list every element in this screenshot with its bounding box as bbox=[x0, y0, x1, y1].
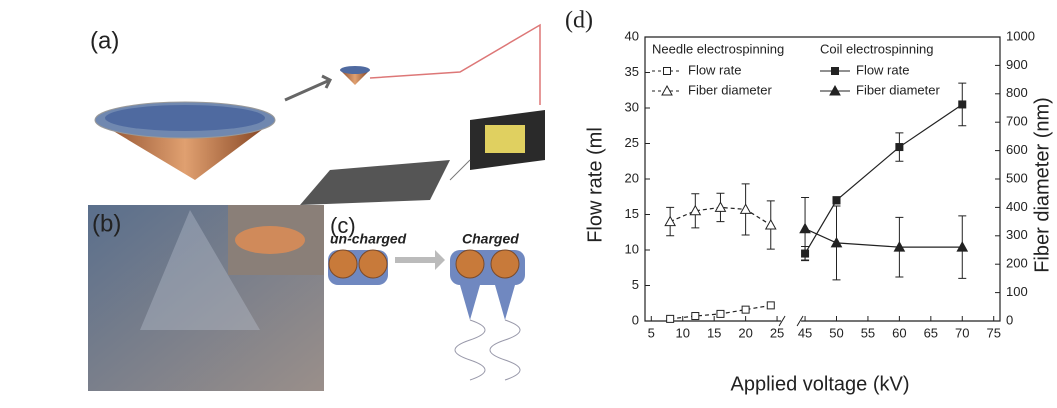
y-tick-label: 10 bbox=[625, 241, 639, 256]
y2-tick-label: 200 bbox=[1006, 256, 1028, 271]
marker bbox=[666, 314, 675, 323]
y-tick-label: 20 bbox=[625, 170, 639, 185]
y2-tick-label: 400 bbox=[1006, 199, 1028, 214]
marker bbox=[799, 222, 811, 234]
y-axis-title: Flow rate (ml bbox=[584, 127, 606, 243]
annotation: Charged bbox=[462, 231, 519, 247]
y-tick-label: 15 bbox=[625, 206, 639, 221]
marker bbox=[663, 67, 671, 75]
panel-label: (a) bbox=[90, 27, 119, 54]
axis-frame bbox=[644, 36, 1001, 322]
x-tick-label: 20 bbox=[738, 325, 752, 340]
x-tick-label: 55 bbox=[861, 325, 875, 340]
marker bbox=[956, 241, 969, 252]
axis-break bbox=[781, 315, 802, 327]
y2-tick-label: 900 bbox=[1006, 57, 1028, 72]
illustration-b bbox=[88, 205, 324, 391]
marker bbox=[958, 100, 967, 109]
panel-label: (b) bbox=[92, 210, 121, 237]
illustration-c bbox=[328, 249, 525, 381]
legend-title: Coil electrospinning bbox=[820, 41, 933, 56]
legend-label: Fiber diameter bbox=[688, 82, 772, 97]
axis-break bbox=[778, 315, 804, 327]
legend-title: Needle electrospinning bbox=[652, 41, 784, 56]
marker bbox=[764, 218, 777, 230]
y2-tick-label: 500 bbox=[1006, 170, 1028, 185]
x-tick-label: 70 bbox=[955, 325, 969, 340]
y2-tick-label: 1000 bbox=[1006, 28, 1035, 43]
marker bbox=[714, 201, 727, 212]
marker bbox=[741, 305, 750, 314]
x-tick-label: 75 bbox=[986, 325, 1000, 340]
marker bbox=[661, 84, 673, 96]
y2-tick-label: 300 bbox=[1006, 227, 1028, 242]
x-tick-label: 10 bbox=[675, 325, 689, 340]
x-tick-label: 5 bbox=[648, 325, 655, 340]
y2-tick-label: 100 bbox=[1006, 284, 1028, 299]
x-tick-label: 15 bbox=[707, 325, 721, 340]
x-tick-label: 45 bbox=[798, 325, 812, 340]
x-tick-label: 65 bbox=[924, 325, 938, 340]
x-tick-label: 25 bbox=[770, 325, 784, 340]
x-axis-title: Applied voltage (kV) bbox=[731, 373, 910, 395]
marker bbox=[766, 301, 775, 310]
marker bbox=[831, 67, 839, 75]
y2-tick-label: 700 bbox=[1006, 114, 1028, 129]
y-tick-label: 0 bbox=[632, 312, 639, 327]
legend-label: Flow rate bbox=[688, 62, 741, 77]
marker bbox=[829, 84, 841, 96]
y2-tick-label: 600 bbox=[1006, 142, 1028, 157]
y-tick-label: 35 bbox=[625, 64, 639, 79]
y-tick-label: 25 bbox=[625, 135, 639, 150]
x-tick-label: 60 bbox=[892, 325, 906, 340]
marker bbox=[739, 203, 752, 214]
x-tick-label: 50 bbox=[829, 325, 843, 340]
marker bbox=[664, 215, 677, 227]
marker bbox=[689, 204, 702, 216]
y-tick-label: 30 bbox=[625, 99, 639, 114]
marker bbox=[691, 312, 700, 321]
legend-label: Flow rate bbox=[856, 62, 909, 77]
marker bbox=[830, 236, 843, 248]
illustration-a bbox=[94, 23, 545, 205]
y-tick-label: 5 bbox=[632, 277, 639, 292]
marker bbox=[895, 143, 904, 152]
y2-tick-label: 800 bbox=[1006, 85, 1028, 100]
y2-tick-label: 0 bbox=[1006, 312, 1013, 327]
series-line bbox=[804, 103, 963, 254]
panel-label: (c) bbox=[330, 213, 356, 238]
legend-label: Fiber diameter bbox=[856, 82, 940, 97]
marker bbox=[893, 241, 906, 252]
panel-label: (d) bbox=[565, 8, 593, 34]
y-tick-label: 40 bbox=[625, 28, 639, 43]
marker bbox=[832, 196, 841, 205]
annotation: un-charged bbox=[330, 231, 407, 247]
y2-axis-title: Fiber diameter (nm) bbox=[1031, 97, 1053, 273]
marker bbox=[716, 309, 725, 318]
series-line bbox=[804, 228, 963, 248]
